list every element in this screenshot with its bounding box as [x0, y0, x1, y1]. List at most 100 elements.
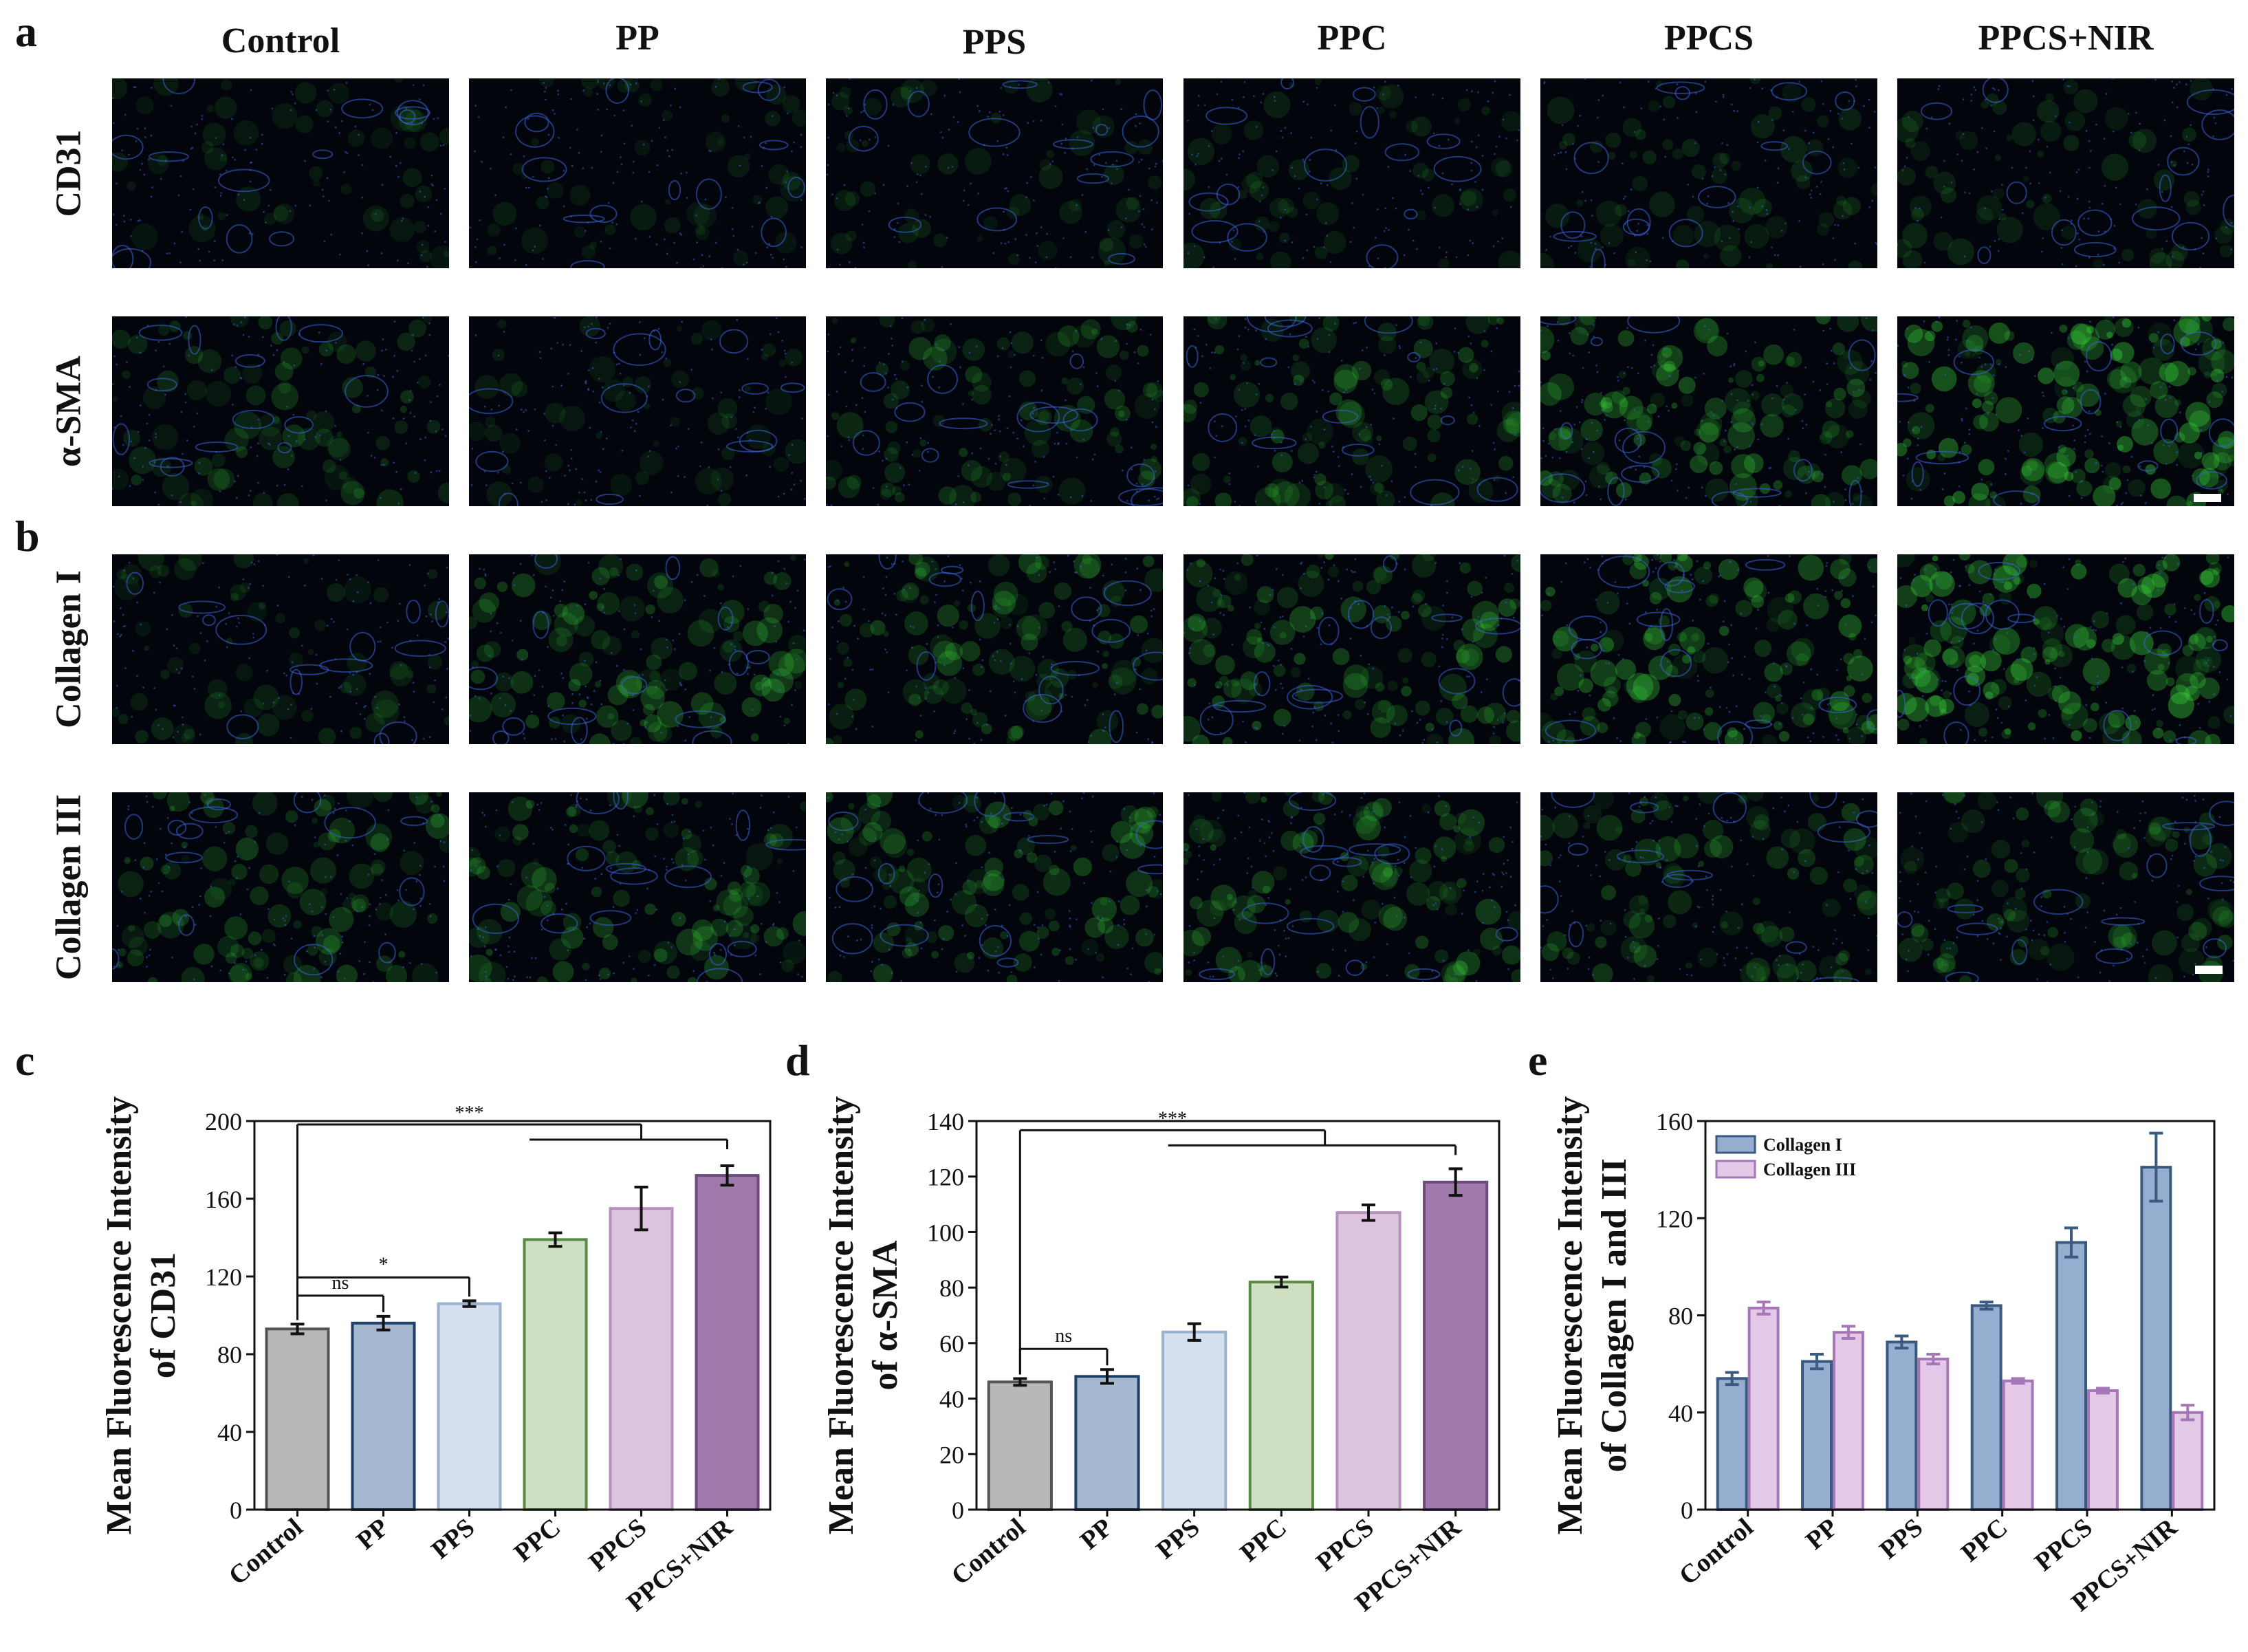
y-tick-label: 0: [952, 1497, 964, 1524]
x-tick-label: PPS: [426, 1513, 481, 1565]
error-bar: [1756, 1301, 1771, 1316]
micrograph-cd31-pp: [469, 78, 806, 268]
error-bar: [1187, 1322, 1201, 1342]
error-bar: [462, 1299, 477, 1308]
x-tick-label: PPCS: [2029, 1513, 2098, 1577]
micrograph-collagen-i-pps: [826, 554, 1163, 744]
error-bar: [1810, 1353, 1824, 1371]
legend-swatch: [1715, 1160, 1756, 1179]
column-header-ppc: PPC: [1317, 19, 1387, 58]
significance-bracket: ***: [1018, 1108, 1457, 1375]
chart-collagen-intensity: Mean Fluorescence Intensity of Collagen I…: [1547, 1059, 2248, 1644]
error-bar: [1362, 1203, 1375, 1222]
micrograph-collagen-iii-control: [112, 792, 449, 982]
chart-cd31-intensity: Mean Fluorescence Intensity of CD31 0 40 80 1…: [96, 1059, 798, 1644]
x-tick-label: PPCS: [1311, 1513, 1379, 1577]
significance-bracket: ns: [1018, 1325, 1109, 1375]
bar-collagen-i-4: [2055, 1241, 2087, 1511]
micrograph-collagen-iii-pps: [826, 792, 1163, 982]
panel-letter-d: d: [785, 1036, 810, 1085]
panel-letter-a: a: [15, 7, 37, 56]
y-axis-label: Mean Fluorescence Intensity of CD31: [100, 1096, 183, 1534]
x-tick-label: PPS: [1874, 1513, 1928, 1565]
y-tick-label: 120: [927, 1164, 964, 1191]
error-bar: [1013, 1377, 1027, 1387]
row-label-cd31: CD31: [49, 129, 89, 217]
y-tick-label: 60: [939, 1330, 964, 1358]
legend-swatch: [1715, 1135, 1756, 1154]
y-tick-label: 100: [927, 1219, 964, 1246]
error-bar: [2181, 1404, 2195, 1422]
x-tick-label: PPC: [509, 1513, 567, 1568]
micrograph-alpha-sma-control: [112, 316, 449, 506]
x-tick-label: PPC: [1235, 1513, 1293, 1568]
x-tick-label: PP: [1800, 1513, 1844, 1556]
bar-pp: [351, 1321, 416, 1511]
micrograph-alpha-sma-pps: [826, 316, 1163, 506]
x-tick-label: PPC: [1956, 1513, 2014, 1568]
bar-pps: [1161, 1330, 1227, 1511]
column-header-pp: PP: [615, 19, 659, 58]
column-header-ppcs: PPCS: [1664, 19, 1754, 58]
row-label-collagen-i: Collagen I: [49, 570, 89, 728]
error-bar: [1274, 1275, 1289, 1289]
error-bar: [548, 1231, 563, 1248]
bar-collagen-i-1: [1801, 1360, 1833, 1511]
error-bar: [2149, 1131, 2163, 1203]
y-tick-label: 120: [205, 1263, 242, 1291]
micrograph-cd31-ppcs-nir: [1897, 78, 2234, 268]
row-label-alpha-sma: α-SMA: [49, 356, 89, 467]
y-tick-label: 200: [205, 1108, 242, 1135]
error-bar: [2011, 1377, 2025, 1385]
y-tick-label: 0: [230, 1497, 242, 1524]
panel-letter-e: e: [1528, 1036, 1548, 1085]
error-bar: [1725, 1371, 1739, 1387]
x-tick-label: Control: [223, 1513, 308, 1591]
scale-bar-b: [2195, 966, 2223, 974]
significance-bracket: ns: [296, 1272, 384, 1320]
error-bar: [1926, 1353, 1941, 1366]
column-header-ppcs-nir: PPCS+NIR: [1978, 19, 2154, 58]
micrograph-alpha-sma-pp: [469, 316, 806, 506]
micrograph-collagen-iii-ppc: [1183, 792, 1520, 982]
y-tick-label: 140: [927, 1108, 964, 1135]
micrograph-collagen-i-control: [112, 554, 449, 744]
bar-collagen-i-5: [2140, 1166, 2172, 1511]
panel-letter-b: b: [15, 512, 40, 561]
error-bar: [290, 1323, 305, 1336]
micrograph-collagen-iii-pp: [469, 792, 806, 982]
bar-collagen-i-3: [1970, 1304, 2003, 1511]
legend-label: Collagen III: [1763, 1160, 1856, 1180]
error-bar: [1979, 1301, 1994, 1311]
bar-collagen-iii-4: [2087, 1389, 2119, 1511]
bar-ppcs-nir: [695, 1174, 760, 1511]
y-tick-label: 80: [217, 1341, 242, 1369]
error-bar: [634, 1186, 648, 1232]
micrograph-cd31-ppc: [1183, 78, 1520, 268]
error-bar: [2064, 1226, 2079, 1259]
error-bar: [1895, 1334, 1909, 1350]
row-label-collagen-iii: Collagen III: [49, 794, 89, 981]
bar-collagen-i-2: [1886, 1340, 1918, 1511]
error-bar: [376, 1314, 391, 1332]
y-tick-label: 0: [1681, 1497, 1693, 1524]
y-tick-label: 80: [1668, 1303, 1693, 1330]
x-tick-label: PP: [351, 1513, 395, 1556]
micrograph-alpha-sma-ppcs: [1540, 316, 1877, 506]
bar-collagen-iii-0: [1747, 1306, 1780, 1511]
y-axis-label: Mean Fluorescence Intensity of Collagen I…: [1551, 1096, 1634, 1534]
bar-ppc: [523, 1238, 588, 1511]
bar-control: [987, 1380, 1053, 1511]
micrograph-alpha-sma-ppcs-nir: [1897, 316, 2234, 506]
chart-alpha-sma-intensity: Mean Fluorescence Intensity of α-SMA 0 20 40…: [818, 1059, 1534, 1644]
bar-collagen-i-0: [1716, 1377, 1748, 1511]
x-tick-label: PPS: [1151, 1513, 1205, 1565]
x-tick-label: PP: [1075, 1513, 1118, 1556]
panel-letter-c: c: [15, 1036, 35, 1085]
y-tick-label: 40: [939, 1386, 964, 1413]
bar-pps: [437, 1302, 502, 1511]
y-axis-label: Mean Fluorescence Intensity of α-SMA: [822, 1096, 905, 1534]
micrograph-cd31-ppcs: [1540, 78, 1877, 268]
column-header-pps: PPS: [962, 23, 1027, 62]
y-tick-label: 80: [939, 1274, 964, 1302]
